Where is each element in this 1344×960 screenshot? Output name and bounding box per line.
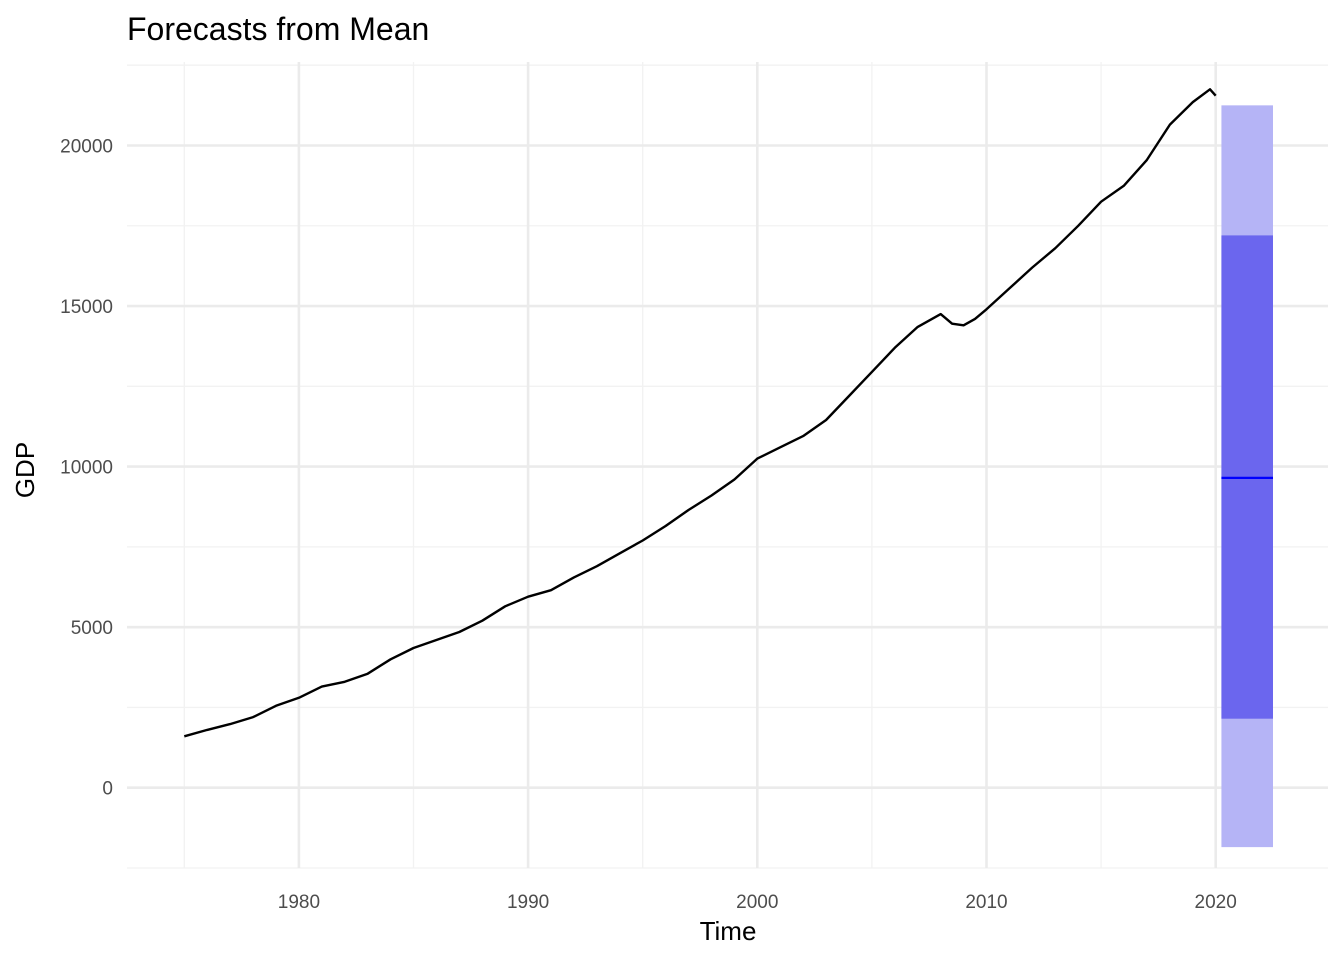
major-gridlines: [127, 62, 1328, 868]
y-tick-label: 5000: [71, 618, 113, 639]
prediction-intervals: [1221, 105, 1273, 848]
x-tick-label: 1980: [278, 892, 320, 913]
x-axis-label: Time: [700, 916, 757, 946]
x-tick-label: 2000: [736, 892, 778, 913]
gdp-series-line: [183, 88, 1217, 738]
y-tick-label: 10000: [60, 458, 113, 479]
y-tick-label: 20000: [60, 136, 113, 157]
y-tick-label: 0: [102, 779, 113, 800]
x-axis-ticks: 1980 1990 2000 2010 2020: [278, 892, 1237, 913]
y-axis-label: GDP: [10, 442, 40, 498]
y-axis-ticks: 0 5000 10000 15000 20000: [60, 136, 113, 799]
x-tick-label: 2010: [965, 892, 1007, 913]
x-tick-label: 1990: [507, 892, 549, 913]
y-tick-label: 15000: [60, 297, 113, 318]
minor-gridlines: [127, 62, 1328, 869]
series-lines: [183, 88, 1273, 738]
chart-title: Forecasts from Mean: [127, 11, 429, 47]
x-tick-label: 2020: [1195, 892, 1237, 913]
